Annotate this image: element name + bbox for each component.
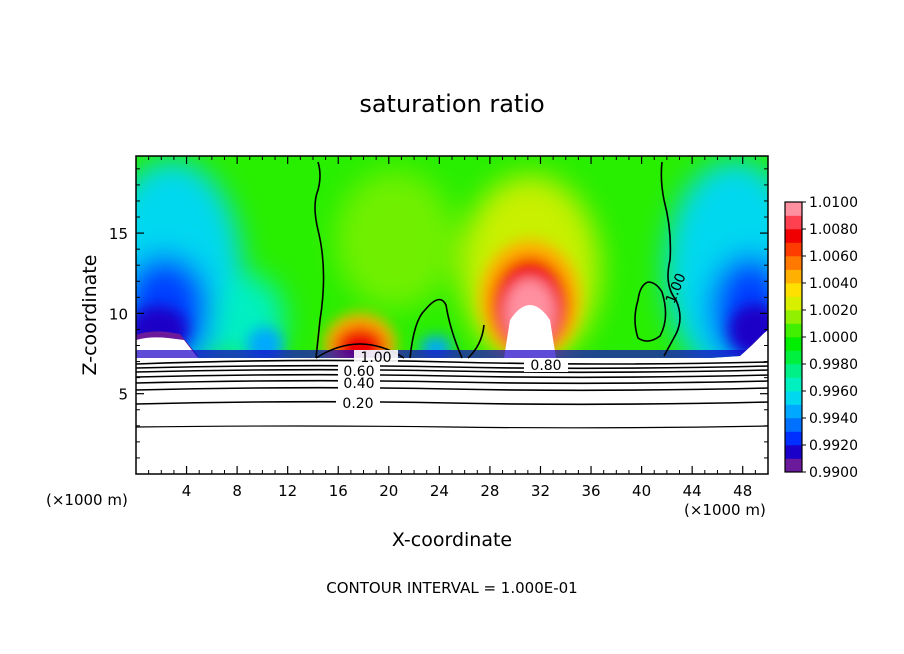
x-tick-label: 40 [632, 482, 651, 500]
x-tick-label: 12 [278, 482, 297, 500]
x-tick-label: 48 [733, 482, 752, 500]
colorbar-swatch [785, 431, 802, 446]
x-tick-label: 44 [683, 482, 702, 500]
contour-label: 0.80 [530, 358, 561, 374]
contour-interval-note: CONTOUR INTERVAL = 1.000E-01 [326, 579, 577, 597]
x-tick-label: 32 [531, 482, 550, 500]
y-axis: 5 10 15 [109, 168, 768, 459]
colorbar-swatch [785, 337, 802, 351]
colorbar-swatch [785, 404, 802, 419]
colorbar-swatch [785, 418, 802, 432]
colorbar-tick-label: 0.9900 [809, 465, 858, 481]
colorbar-tick-label: 0.9980 [809, 357, 858, 373]
colorbar-tick-label: 1.0100 [809, 195, 858, 211]
colorbar-tick-label: 1.0080 [809, 222, 858, 238]
colorbar-tick-label: 0.9920 [809, 438, 858, 454]
colorbar-swatch [785, 283, 802, 297]
chart-title: saturation ratio [359, 90, 544, 118]
contour-label: 0.60 [343, 364, 374, 380]
x-tick-label: 20 [379, 482, 398, 500]
colorbar-tick-label: 0.9960 [809, 384, 858, 400]
x-tick-label: 4 [182, 482, 192, 500]
x-tick-label: 28 [480, 482, 499, 500]
colorbar-swatch [785, 350, 802, 365]
contour-label: 1.00 [360, 350, 391, 366]
contour-lines [136, 161, 768, 429]
colorbar-swatch [785, 242, 802, 257]
colorbar-swatch [785, 202, 802, 216]
plot-area: 1.00 0.60 0.40 0.20 0.80 1.00 [136, 156, 768, 474]
colorbar-swatch [785, 364, 802, 378]
colorbar-tick-label: 1.0060 [809, 249, 858, 265]
x-axis: 4 8 12 16 20 24 28 32 36 40 44 48 [148, 156, 756, 500]
saturation-field [136, 156, 768, 358]
colorbar-tick-label: 1.0040 [809, 276, 858, 292]
contour-label: 0.20 [342, 396, 373, 412]
x-tick-label: 24 [430, 482, 449, 500]
colorbar-swatch [785, 215, 802, 230]
colorbar-tick-label: 1.0020 [809, 303, 858, 319]
colorbar-swatch [785, 296, 802, 311]
colorbar-swatch [785, 323, 802, 338]
x-unit-right: (×1000 m) [684, 501, 766, 519]
colorbar-swatch [785, 310, 802, 324]
y-axis-label: Z-coordinate [79, 255, 101, 376]
y-tick-label: 15 [109, 225, 128, 243]
colorbar-tick-label: 0.9940 [809, 411, 858, 427]
x-unit-left: (×1000 m) [46, 491, 128, 509]
colorbar: 0.9900 0.9920 0.9940 0.9960 0.9980 1.0000 1.00… [784, 195, 858, 481]
x-tick-label: 36 [581, 482, 600, 500]
colorbar-swatch [785, 458, 802, 473]
contour-label: 0.40 [343, 376, 374, 392]
colorbar-swatch [785, 256, 802, 270]
y-tick-label: 5 [118, 386, 128, 404]
colorbar-tick-label: 1.0000 [809, 330, 858, 346]
colorbar-swatch [785, 445, 802, 459]
colorbar-swatch [785, 229, 802, 243]
y-tick-label: 10 [109, 305, 128, 323]
colorbar-swatch [785, 269, 802, 284]
x-tick-label: 16 [329, 482, 348, 500]
x-axis-label: X-coordinate [392, 529, 512, 551]
colorbar-swatch [785, 377, 802, 392]
x-tick-label: 8 [232, 482, 242, 500]
colorbar-swatch [785, 391, 802, 405]
